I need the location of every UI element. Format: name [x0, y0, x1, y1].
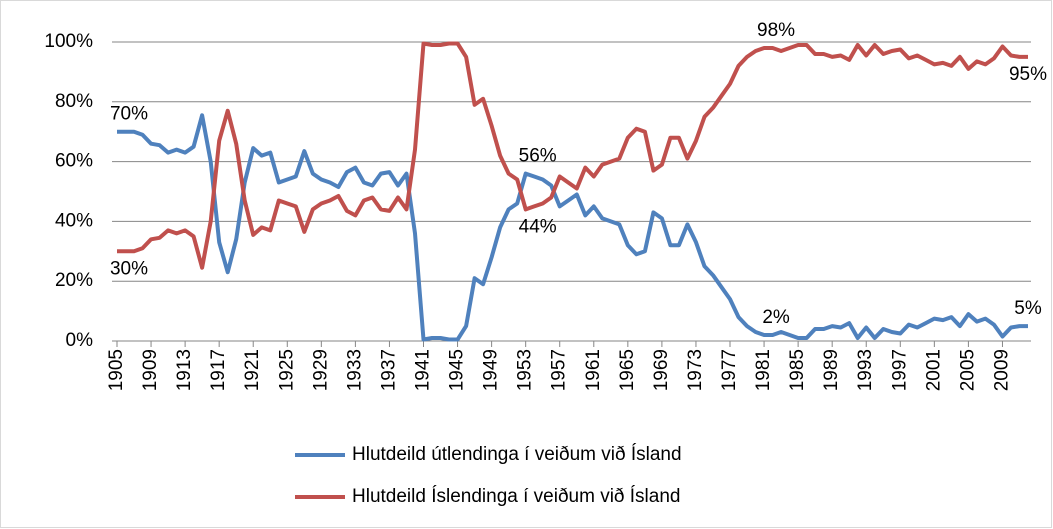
- data-label: 98%: [757, 20, 795, 41]
- x-tick-label: 1913: [174, 349, 195, 391]
- data-label: 5%: [1014, 298, 1042, 319]
- x-tick-label: 1965: [617, 349, 638, 391]
- x-tick-label: 1917: [208, 349, 229, 391]
- x-tick-label: 1909: [140, 349, 161, 391]
- x-tick-label: 1993: [855, 349, 876, 391]
- y-tick-label: 20%: [55, 270, 93, 291]
- legend-label: Hlutdeild Íslendinga í veiðum við Ísland: [352, 486, 680, 507]
- x-tick-label: 1961: [583, 349, 604, 391]
- x-tick-label: 1969: [651, 349, 672, 391]
- x-tick-label: 1905: [106, 349, 127, 391]
- x-tick-label: 1941: [413, 349, 434, 391]
- data-label: 30%: [110, 258, 148, 279]
- legend-label: Hlutdeild útlendinga í veiðum við Ísland: [352, 444, 682, 465]
- x-tick-label: 1977: [719, 349, 740, 391]
- data-label: 56%: [519, 146, 557, 167]
- x-tick-label: 1949: [481, 349, 502, 391]
- x-tick-label: 1921: [242, 349, 263, 391]
- y-tick-label: 60%: [55, 151, 93, 172]
- x-tick-label: 1937: [378, 349, 399, 391]
- x-tick-label: 2009: [991, 349, 1012, 391]
- y-tick-label: 40%: [55, 210, 93, 231]
- data-label: 70%: [110, 104, 148, 125]
- y-tick-label: 100%: [44, 31, 93, 52]
- x-tick-label: 1985: [787, 349, 808, 391]
- x-tick-label: 1957: [549, 349, 570, 391]
- y-tick-label: 0%: [66, 330, 94, 351]
- series-line: [117, 113, 1028, 342]
- x-tick-label: 2005: [957, 349, 978, 391]
- x-tick-label: 1997: [889, 349, 910, 391]
- x-tick-label: 1953: [515, 349, 536, 391]
- x-tick-label: 1973: [685, 349, 706, 391]
- x-tick-label: 1925: [276, 349, 297, 391]
- x-tick-label: 1933: [344, 349, 365, 391]
- x-tick-label: 1981: [753, 349, 774, 391]
- y-tick-label: 80%: [55, 91, 93, 112]
- x-tick-label: 1945: [447, 349, 468, 391]
- data-label: 2%: [762, 307, 790, 328]
- x-tick-label: 1929: [310, 349, 331, 391]
- data-label: 95%: [1009, 64, 1047, 85]
- series-line: [117, 41, 1028, 270]
- x-tick-label: 2001: [923, 349, 944, 391]
- data-label: 44%: [519, 216, 557, 237]
- x-tick-label: 1989: [821, 349, 842, 391]
